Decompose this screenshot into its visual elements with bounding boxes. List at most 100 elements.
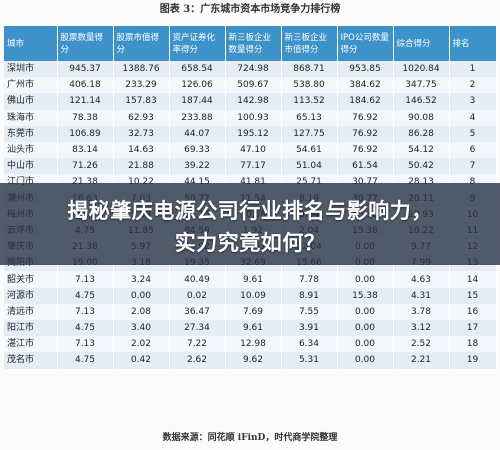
score-cell: 384.62 (337, 77, 394, 94)
headline-banner[interactable]: 揭秘肇庆电源公司行业排名与影响力， 实力究竟如何？ (0, 183, 500, 265)
score-cell: 157.83 (113, 93, 170, 110)
table-row: 韶关市 7.13 3.24 40.49 9.61 7.78 0.00 4.63 14 (4, 271, 497, 288)
score-cell: 71.26 (57, 158, 114, 175)
score-cell: 0.00 (337, 336, 394, 353)
score-cell: 1020.84 (393, 61, 450, 78)
score-cell: 76.92 (337, 141, 394, 159)
score-cell: 1388.76 (113, 61, 170, 78)
score-cell: 127.75 (281, 125, 338, 142)
table-row: 清远市 7.13 2.08 36.47 7.69 7.55 0.00 3.78 16 (4, 303, 497, 320)
city-cell: 阳江市 (4, 320, 58, 337)
column-header: 城市 (4, 26, 58, 61)
column-header: 股票数量得分 (57, 26, 114, 61)
rank-cell: 18 (449, 336, 497, 353)
score-cell: 233.29 (113, 77, 170, 94)
score-cell: 44.07 (169, 125, 226, 142)
score-cell: 10.09 (225, 287, 282, 304)
score-cell: 195.12 (225, 125, 282, 142)
score-cell: 76.92 (337, 125, 394, 142)
score-cell: 39.22 (169, 158, 226, 175)
column-header: 综合得分 (393, 26, 450, 61)
score-cell: 4.75 (57, 352, 114, 369)
score-cell: 15.38 (337, 287, 394, 304)
score-cell: 3.91 (281, 320, 338, 337)
score-cell: 121.14 (57, 93, 114, 110)
score-cell: 4.75 (57, 320, 114, 337)
score-cell: 3.12 (393, 320, 450, 337)
rank-cell: 14 (449, 271, 497, 288)
score-cell: 7.55 (281, 303, 338, 320)
score-cell: 14.63 (113, 141, 170, 159)
table-row: 佛山市 121.14 157.83 187.44 142.98 113.52 184.62 1… (4, 93, 497, 110)
table-row: 东莞市 106.89 32.73 44.07 195.12 127.75 76.92 86.2… (4, 125, 497, 142)
table-row: 河源市 4.75 0.00 0.02 10.09 8.91 15.38 4.31 15 (4, 287, 497, 304)
score-cell: 61.54 (337, 158, 394, 175)
rank-cell: 5 (449, 125, 497, 142)
score-cell: 51.04 (281, 158, 338, 175)
score-cell: 4.75 (57, 287, 114, 304)
score-cell: 406.18 (57, 77, 114, 94)
score-cell: 233.88 (169, 109, 226, 126)
score-cell: 142.98 (225, 93, 282, 110)
table-row: 中山市 71.26 21.88 39.22 77.17 51.04 61.54 50.42 7 (4, 158, 497, 175)
headline-line-1: 揭秘肇庆电源公司行业排名与影响力， (67, 199, 433, 223)
score-cell: 7.13 (57, 271, 114, 288)
city-cell: 韶关市 (4, 271, 58, 288)
city-cell: 河源市 (4, 287, 58, 304)
score-cell: 113.52 (281, 93, 338, 110)
score-cell: 0.02 (169, 287, 226, 304)
score-cell: 9.62 (225, 352, 282, 369)
score-cell: 3.24 (113, 271, 170, 288)
table-row: 茂名市 4.75 0.42 2.62 9.62 5.31 0.00 2.21 19 (4, 352, 497, 369)
table-row: 汕头市 83.14 14.63 69.33 47.10 54.61 76.92 54.12 6 (4, 141, 497, 159)
score-cell: 6.34 (281, 336, 338, 353)
score-cell: 77.17 (225, 158, 282, 175)
city-cell: 清远市 (4, 303, 58, 320)
score-cell: 83.14 (57, 141, 114, 159)
score-cell: 9.61 (225, 320, 282, 337)
score-cell: 4.63 (393, 271, 450, 288)
score-cell: 2.62 (169, 352, 226, 369)
score-cell: 724.98 (225, 61, 282, 78)
score-cell: 347.75 (393, 77, 450, 94)
column-header: IPO公司数量得分 (337, 26, 394, 61)
rank-cell: 17 (449, 320, 497, 337)
score-cell: 27.34 (169, 320, 226, 337)
score-cell: 90.08 (393, 109, 450, 126)
rank-cell: 6 (449, 141, 497, 159)
score-cell: 126.06 (169, 77, 226, 94)
data-source-note: 数据来源：同花顺 iFinD，时代商学院整理 (162, 433, 338, 443)
score-cell: 2.52 (393, 336, 450, 353)
score-cell: 4.31 (393, 287, 450, 304)
score-cell: 945.37 (57, 61, 114, 78)
column-header: 排名 (449, 26, 497, 61)
table-row: 珠海市 78.38 62.93 233.88 100.93 65.13 76.92 90.08… (4, 109, 497, 126)
table-title: 图表 3：广东城市资本市场竞争力排行榜 (159, 4, 341, 15)
rank-cell: 2 (449, 77, 497, 94)
table-row: 广州市 406.18 233.29 126.06 509.67 538.80 384.62 3… (4, 77, 497, 94)
city-cell: 深圳市 (4, 61, 58, 78)
column-header: 资产证券化率得分 (169, 26, 226, 61)
rank-cell: 1 (449, 61, 497, 78)
score-cell: 54.61 (281, 141, 338, 159)
headline-line-2: 实力究竟如何？ (174, 231, 326, 255)
table-row: 阳江市 4.75 3.40 27.34 9.61 3.91 0.00 3.12 17 (4, 320, 497, 337)
score-cell: 78.38 (57, 109, 114, 126)
score-cell: 3.40 (113, 320, 170, 337)
score-cell: 3.78 (393, 303, 450, 320)
score-cell: 868.71 (281, 61, 338, 78)
score-cell: 7.69 (225, 303, 282, 320)
score-cell: 76.92 (337, 109, 394, 126)
score-cell: 40.49 (169, 271, 226, 288)
score-cell: 12.98 (225, 336, 282, 353)
score-cell: 953.85 (337, 61, 394, 78)
city-cell: 广州市 (4, 77, 58, 94)
score-cell: 65.13 (281, 109, 338, 126)
column-header: 新三板企业数量得分 (225, 26, 282, 61)
score-cell: 54.12 (393, 141, 450, 159)
score-cell: 50.42 (393, 158, 450, 175)
rank-cell: 4 (449, 109, 497, 126)
score-cell: 0.00 (337, 352, 394, 369)
score-cell: 2.21 (393, 352, 450, 369)
